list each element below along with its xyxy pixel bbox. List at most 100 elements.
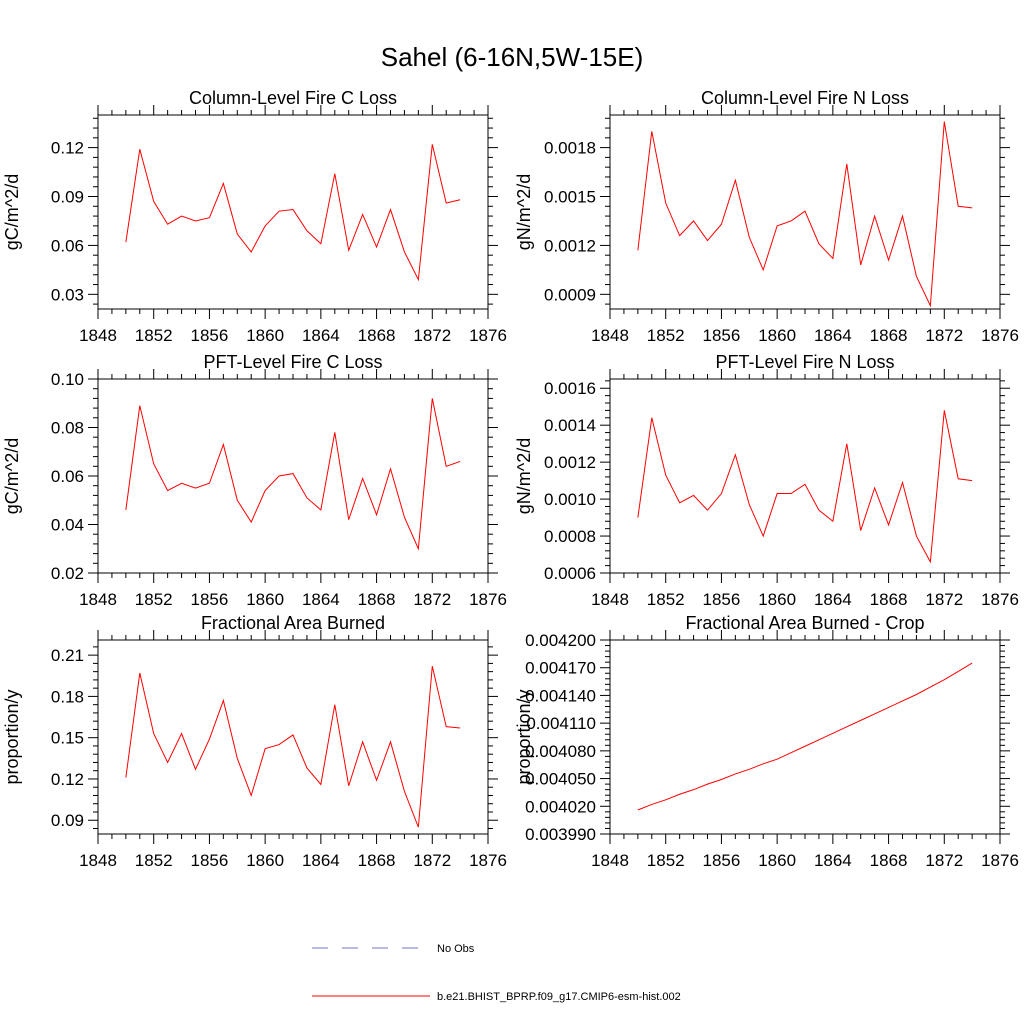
x-tick-label: 1852 — [135, 326, 173, 345]
panel-title: Fractional Area Burned - Crop — [685, 613, 924, 633]
y-tick-label: 0.0006 — [544, 564, 596, 583]
panel-title: PFT-Level Fire N Loss — [715, 352, 894, 372]
y-tick-label: 0.18 — [51, 687, 84, 706]
x-tick-label: 1848 — [79, 326, 117, 345]
x-tick-label: 1852 — [647, 326, 685, 345]
y-tick-label: 0.004140 — [525, 686, 596, 705]
y-tick-label: 0.0010 — [544, 490, 596, 509]
x-tick-label: 1860 — [758, 851, 796, 870]
series-line — [637, 121, 973, 308]
chart-panel-5: Fractional Area Burned proportion/y 1848 18… — [2, 613, 507, 870]
x-tick-label: 1868 — [870, 326, 908, 345]
panel-title: Column-Level Fire C Loss — [189, 88, 397, 108]
y-tick-label: 0.0016 — [544, 379, 596, 398]
x-tick-label: 1856 — [191, 851, 229, 870]
chart-panel-2: Column-Level Fire N Loss gN/m^2/d 1848 1852… — [514, 88, 1019, 345]
chart-panel-1: Column-Level Fire C Loss gC/m^2/d 1848 1852… — [2, 88, 507, 345]
x-tick-label: 1864 — [814, 326, 852, 345]
y-tick-label: 0.21 — [51, 646, 84, 665]
y-tick-label: 0.12 — [51, 139, 84, 158]
figure-title: Sahel (6-16N,5W-15E) — [381, 42, 644, 72]
x-tick-label: 1860 — [758, 326, 796, 345]
chart-panel-4: PFT-Level Fire N Loss gN/m^2/d 1848 1852 185… — [514, 352, 1019, 609]
y-tick-label: 0.08 — [51, 419, 84, 438]
x-tick-label: 1872 — [413, 590, 451, 609]
x-tick-label: 1848 — [591, 326, 629, 345]
x-tick-label: 1856 — [703, 590, 741, 609]
series-line — [125, 398, 461, 551]
x-tick-label: 1848 — [591, 851, 629, 870]
plot-frame — [97, 378, 489, 574]
legend: No Obs b.e21.BHIST_BPRP.f09_g17.CMIP6-es… — [312, 943, 681, 1003]
chart-panel-3: PFT-Level Fire C Loss gC/m^2/d 1848 1852 185… — [2, 352, 507, 609]
x-tick-label: 1864 — [302, 326, 340, 345]
legend-label-model: b.e21.BHIST_BPRP.f09_g17.CMIP6-esm-hist.… — [437, 991, 681, 1003]
x-tick-label: 1876 — [981, 851, 1019, 870]
y-axis-label: gN/m^2/d — [514, 174, 534, 250]
series-line — [637, 662, 973, 811]
y-axis-label: gN/m^2/d — [514, 438, 534, 514]
y-axis-label: proportion/y — [2, 689, 22, 784]
x-tick-label: 1856 — [703, 326, 741, 345]
x-tick-label: 1868 — [870, 590, 908, 609]
panel-title: Fractional Area Burned — [201, 613, 385, 633]
x-tick-label: 1848 — [591, 590, 629, 609]
series-line — [125, 666, 461, 828]
series-line — [637, 410, 973, 564]
x-tick-label: 1872 — [413, 851, 451, 870]
x-tick-label: 1868 — [358, 590, 396, 609]
x-tick-label: 1872 — [925, 851, 963, 870]
x-tick-label: 1868 — [358, 326, 396, 345]
y-axis-label: gC/m^2/d — [2, 438, 22, 514]
x-tick-label: 1856 — [703, 851, 741, 870]
y-axis-label: proportion/y — [514, 689, 534, 784]
x-tick-label: 1868 — [358, 851, 396, 870]
x-tick-label: 1852 — [135, 851, 173, 870]
y-tick-label: 0.0012 — [544, 453, 596, 472]
y-tick-label: 0.0008 — [544, 527, 596, 546]
panel-title: PFT-Level Fire C Loss — [203, 352, 382, 372]
chart-panel-6: Fractional Area Burned - Crop proportion/… — [514, 613, 1019, 870]
x-tick-label: 1860 — [246, 590, 284, 609]
x-tick-label: 1852 — [647, 590, 685, 609]
y-tick-label: 0.0018 — [544, 139, 596, 158]
x-tick-label: 1860 — [246, 851, 284, 870]
y-tick-label: 0.06 — [51, 236, 84, 255]
x-tick-label: 1852 — [647, 851, 685, 870]
x-tick-label: 1864 — [302, 590, 340, 609]
y-tick-label: 0.0015 — [544, 188, 596, 207]
plot-frame — [609, 639, 1001, 835]
x-tick-label: 1876 — [469, 326, 507, 345]
x-tick-label: 1876 — [981, 590, 1019, 609]
plot-frame — [609, 378, 1001, 574]
y-tick-label: 0.04 — [51, 516, 84, 535]
y-tick-label: 0.09 — [51, 811, 84, 830]
x-tick-label: 1856 — [191, 590, 229, 609]
x-tick-label: 1872 — [925, 326, 963, 345]
x-tick-label: 1856 — [191, 326, 229, 345]
panels: Column-Level Fire C Loss gC/m^2/d 1848 1852… — [2, 88, 1019, 870]
y-axis-label: gC/m^2/d — [2, 174, 22, 250]
y-tick-label: 0.0014 — [544, 416, 596, 435]
x-tick-label: 1848 — [79, 851, 117, 870]
y-tick-label: 0.03 — [51, 285, 84, 304]
x-tick-label: 1864 — [814, 590, 852, 609]
y-tick-label: 0.10 — [51, 370, 84, 389]
x-tick-label: 1876 — [981, 326, 1019, 345]
x-tick-label: 1860 — [246, 326, 284, 345]
x-tick-label: 1848 — [79, 590, 117, 609]
y-tick-label: 0.06 — [51, 467, 84, 486]
y-tick-label: 0.004050 — [525, 770, 596, 789]
y-tick-label: 0.15 — [51, 729, 84, 748]
y-tick-label: 0.004080 — [525, 742, 596, 761]
y-tick-label: 0.004020 — [525, 797, 596, 816]
y-tick-label: 0.004170 — [525, 659, 596, 678]
x-tick-label: 1876 — [469, 590, 507, 609]
y-tick-label: 0.003990 — [525, 825, 596, 844]
x-tick-label: 1860 — [758, 590, 796, 609]
y-tick-label: 0.09 — [51, 188, 84, 207]
panel-title: Column-Level Fire N Loss — [701, 88, 909, 108]
y-tick-label: 0.12 — [51, 770, 84, 789]
x-tick-label: 1852 — [135, 590, 173, 609]
